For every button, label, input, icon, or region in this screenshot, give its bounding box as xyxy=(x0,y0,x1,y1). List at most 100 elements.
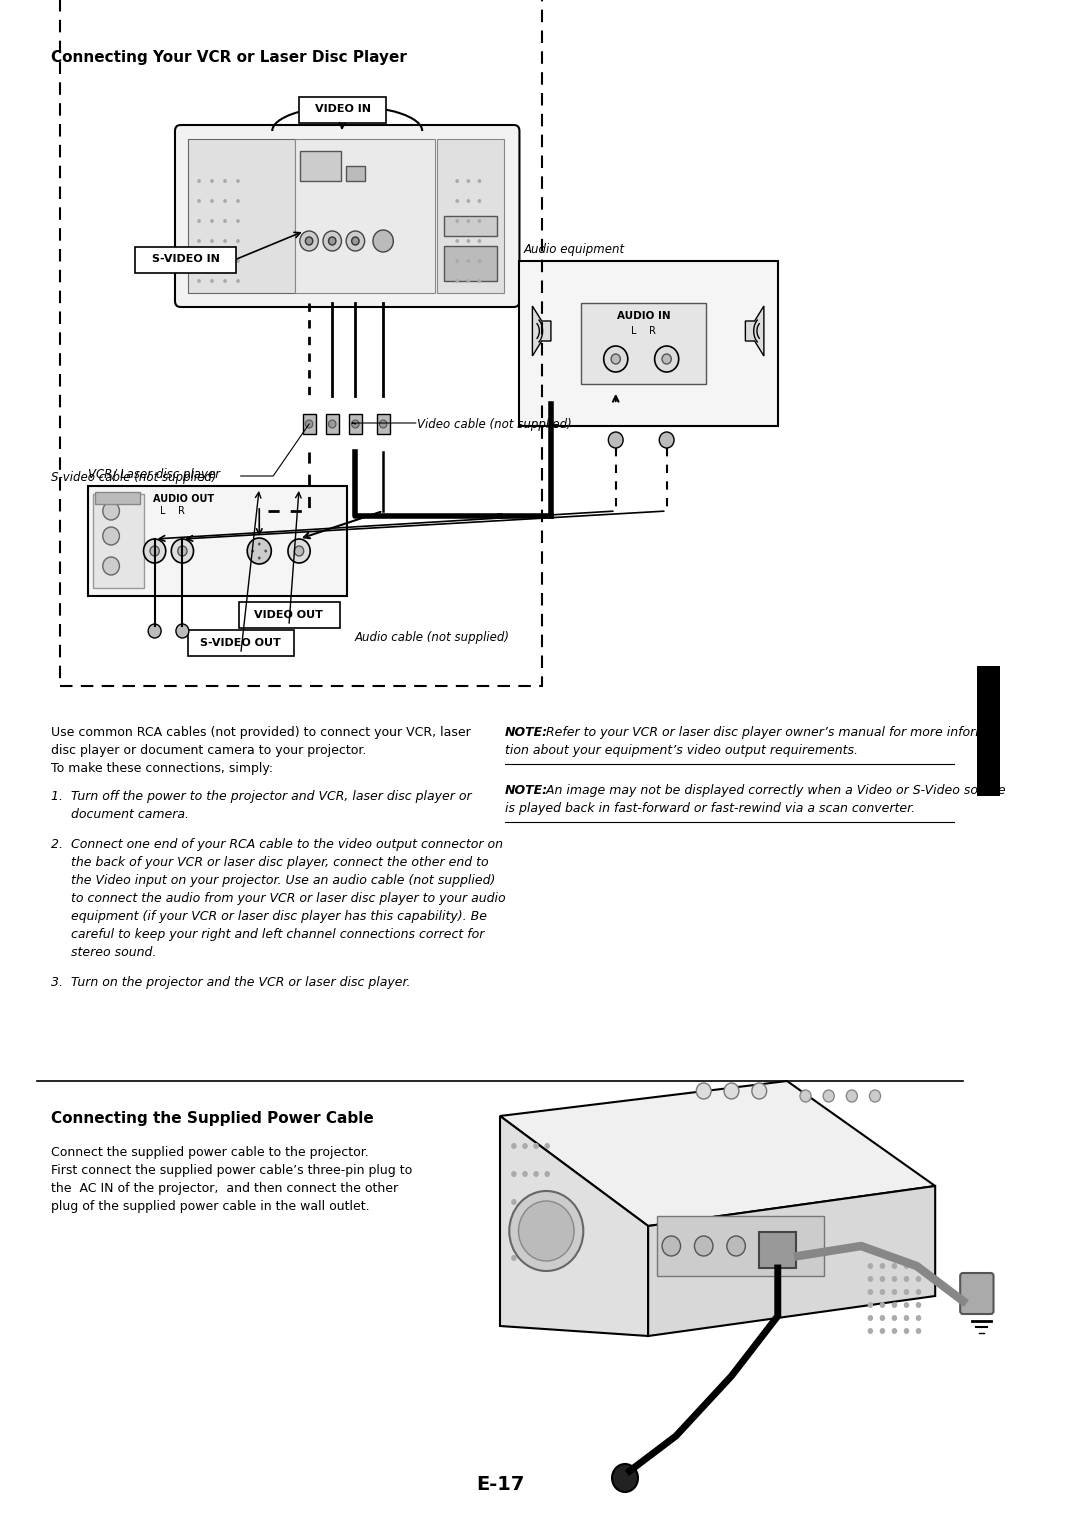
Circle shape xyxy=(477,220,482,223)
Text: the  AC IN of the projector,  and then connect the other: the AC IN of the projector, and then con… xyxy=(51,1183,399,1195)
Circle shape xyxy=(456,240,459,243)
Circle shape xyxy=(237,198,240,203)
Circle shape xyxy=(879,1289,886,1296)
Circle shape xyxy=(916,1315,921,1322)
Circle shape xyxy=(198,220,201,223)
Circle shape xyxy=(252,549,254,552)
Bar xyxy=(93,494,144,588)
Circle shape xyxy=(544,1143,550,1149)
Circle shape xyxy=(211,198,214,203)
Circle shape xyxy=(379,420,387,427)
Text: careful to keep your right and left channel connections correct for: careful to keep your right and left chan… xyxy=(51,928,484,942)
Circle shape xyxy=(847,1090,858,1102)
Text: Connecting the Supplied Power Cable: Connecting the Supplied Power Cable xyxy=(51,1111,374,1126)
Circle shape xyxy=(328,420,336,427)
Bar xyxy=(60,0,542,687)
Circle shape xyxy=(211,220,214,223)
Circle shape xyxy=(467,179,470,183)
Circle shape xyxy=(534,1254,539,1260)
Bar xyxy=(444,217,497,237)
Bar xyxy=(349,414,362,433)
Circle shape xyxy=(879,1328,886,1334)
Circle shape xyxy=(224,198,227,203)
Bar xyxy=(437,139,504,293)
Circle shape xyxy=(198,240,201,243)
Circle shape xyxy=(534,1227,539,1233)
Circle shape xyxy=(867,1302,873,1308)
Circle shape xyxy=(892,1276,897,1282)
Circle shape xyxy=(467,279,470,282)
Bar xyxy=(188,139,295,293)
FancyBboxPatch shape xyxy=(135,247,237,273)
Bar xyxy=(326,414,339,433)
Polygon shape xyxy=(745,307,764,356)
Circle shape xyxy=(892,1289,897,1296)
Circle shape xyxy=(904,1315,909,1322)
Circle shape xyxy=(523,1199,528,1206)
Circle shape xyxy=(477,279,482,282)
FancyBboxPatch shape xyxy=(175,125,519,307)
Circle shape xyxy=(523,1170,528,1177)
Circle shape xyxy=(879,1302,886,1308)
Circle shape xyxy=(727,1236,745,1256)
Circle shape xyxy=(477,198,482,203)
Circle shape xyxy=(150,546,159,555)
Circle shape xyxy=(300,230,319,250)
Circle shape xyxy=(904,1264,909,1270)
Circle shape xyxy=(654,346,678,372)
Circle shape xyxy=(867,1328,873,1334)
Circle shape xyxy=(879,1276,886,1282)
Circle shape xyxy=(323,230,341,250)
Circle shape xyxy=(659,432,674,449)
Circle shape xyxy=(534,1170,539,1177)
Circle shape xyxy=(544,1254,550,1260)
Circle shape xyxy=(198,179,201,183)
Circle shape xyxy=(258,557,260,560)
FancyBboxPatch shape xyxy=(188,630,294,656)
Circle shape xyxy=(237,279,240,282)
Circle shape xyxy=(916,1289,921,1296)
Circle shape xyxy=(172,539,193,563)
Circle shape xyxy=(511,1254,516,1260)
Text: S-VIDEO OUT: S-VIDEO OUT xyxy=(201,638,281,649)
Circle shape xyxy=(211,240,214,243)
Circle shape xyxy=(523,1227,528,1233)
Circle shape xyxy=(892,1264,897,1270)
Circle shape xyxy=(612,1463,638,1492)
Circle shape xyxy=(904,1276,909,1282)
Circle shape xyxy=(373,230,393,252)
Circle shape xyxy=(904,1289,909,1296)
Circle shape xyxy=(211,179,214,183)
Circle shape xyxy=(178,546,187,555)
Circle shape xyxy=(477,179,482,183)
Text: To make these connections, simply:: To make these connections, simply: xyxy=(51,761,273,775)
Circle shape xyxy=(544,1199,550,1206)
Text: NOTE:: NOTE: xyxy=(504,726,548,739)
Text: Video cable (not supplied): Video cable (not supplied) xyxy=(417,418,571,430)
Text: S-VIDEO IN: S-VIDEO IN xyxy=(151,253,219,264)
Bar xyxy=(87,485,348,597)
Circle shape xyxy=(144,539,165,563)
Circle shape xyxy=(456,198,459,203)
Circle shape xyxy=(604,346,627,372)
Text: plug of the supplied power cable in the wall outlet.: plug of the supplied power cable in the … xyxy=(51,1199,369,1213)
Circle shape xyxy=(224,240,227,243)
Polygon shape xyxy=(648,1186,935,1335)
Circle shape xyxy=(611,354,620,365)
Circle shape xyxy=(867,1264,873,1270)
FancyBboxPatch shape xyxy=(960,1273,994,1314)
Circle shape xyxy=(916,1276,921,1282)
Bar xyxy=(377,414,390,433)
Text: E-17: E-17 xyxy=(476,1476,524,1494)
Bar xyxy=(302,414,315,433)
Circle shape xyxy=(823,1090,834,1102)
Circle shape xyxy=(176,624,189,638)
Circle shape xyxy=(456,220,459,223)
Circle shape xyxy=(346,230,365,250)
Circle shape xyxy=(511,1143,516,1149)
Circle shape xyxy=(247,539,271,565)
Bar xyxy=(300,151,341,182)
Text: AUDIO IN: AUDIO IN xyxy=(617,311,671,320)
Text: Connect the supplied power cable to the projector.: Connect the supplied power cable to the … xyxy=(51,1146,368,1160)
Text: the back of your VCR or laser disc player, connect the other end to: the back of your VCR or laser disc playe… xyxy=(51,856,488,868)
